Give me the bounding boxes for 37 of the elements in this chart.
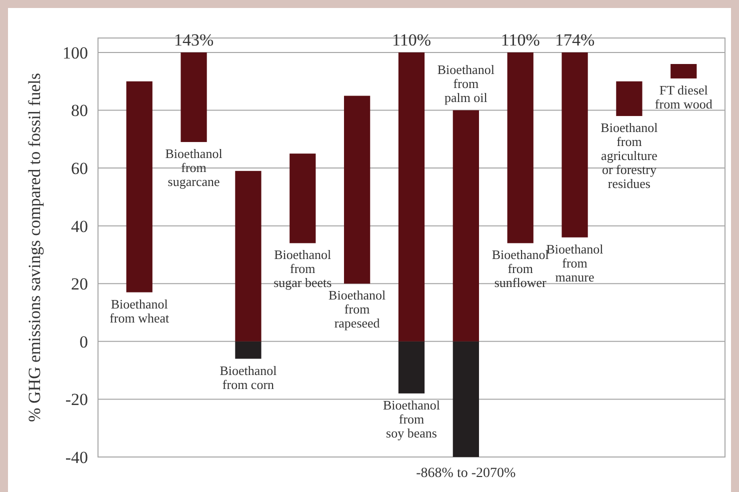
x-tick-label: Bioethanol from rapeseed — [328, 288, 386, 331]
bar — [562, 52, 588, 238]
x-tick-label: Bioethanol from sugar beets — [274, 247, 332, 290]
annotation: 174% — [554, 30, 595, 50]
y-axis-title: % GHG emissions savings compared to fossil fuels — [25, 73, 44, 422]
bar — [344, 96, 370, 284]
y-tick-label: 100 — [62, 43, 88, 62]
y-tick-label: 80 — [71, 101, 88, 120]
x-tick-label: Bioethanol from sugarcane — [165, 146, 223, 190]
x-tick-label: Bioethanol from wheat — [110, 296, 170, 326]
annotation: -868% to -2070% — [416, 466, 516, 481]
bar — [180, 52, 207, 142]
annotation: 110% — [500, 30, 540, 50]
y-tick-label: 0 — [80, 332, 88, 352]
x-tick-label: Bioethanol from soy beans — [382, 397, 440, 440]
x-tick-label: Bioethanol from agriculture or forestry residues — [600, 120, 658, 192]
bar — [398, 341, 425, 394]
bar — [235, 170, 262, 342]
bar — [126, 81, 152, 292]
bar — [235, 341, 262, 359]
y-tick-label: 20 — [71, 274, 88, 294]
bar — [616, 81, 642, 116]
annotation: 110% — [392, 30, 432, 50]
bar — [670, 64, 697, 78]
bar — [507, 52, 534, 244]
bar — [452, 341, 479, 457]
x-tick-label: FT diesel from wood — [654, 82, 713, 112]
y-tick-label: 40 — [71, 216, 88, 236]
y-tick-label: -40 — [65, 448, 88, 467]
bar — [452, 110, 479, 342]
bar — [398, 52, 425, 342]
x-tick-label: Bioethanol from corn — [220, 362, 278, 392]
y-tick-label: 60 — [71, 158, 88, 178]
bar — [290, 154, 316, 244]
annotation: 143% — [174, 30, 214, 50]
x-tick-label: Bioethanol from palm oil — [437, 62, 495, 106]
y-tick-label: -20 — [65, 390, 88, 410]
